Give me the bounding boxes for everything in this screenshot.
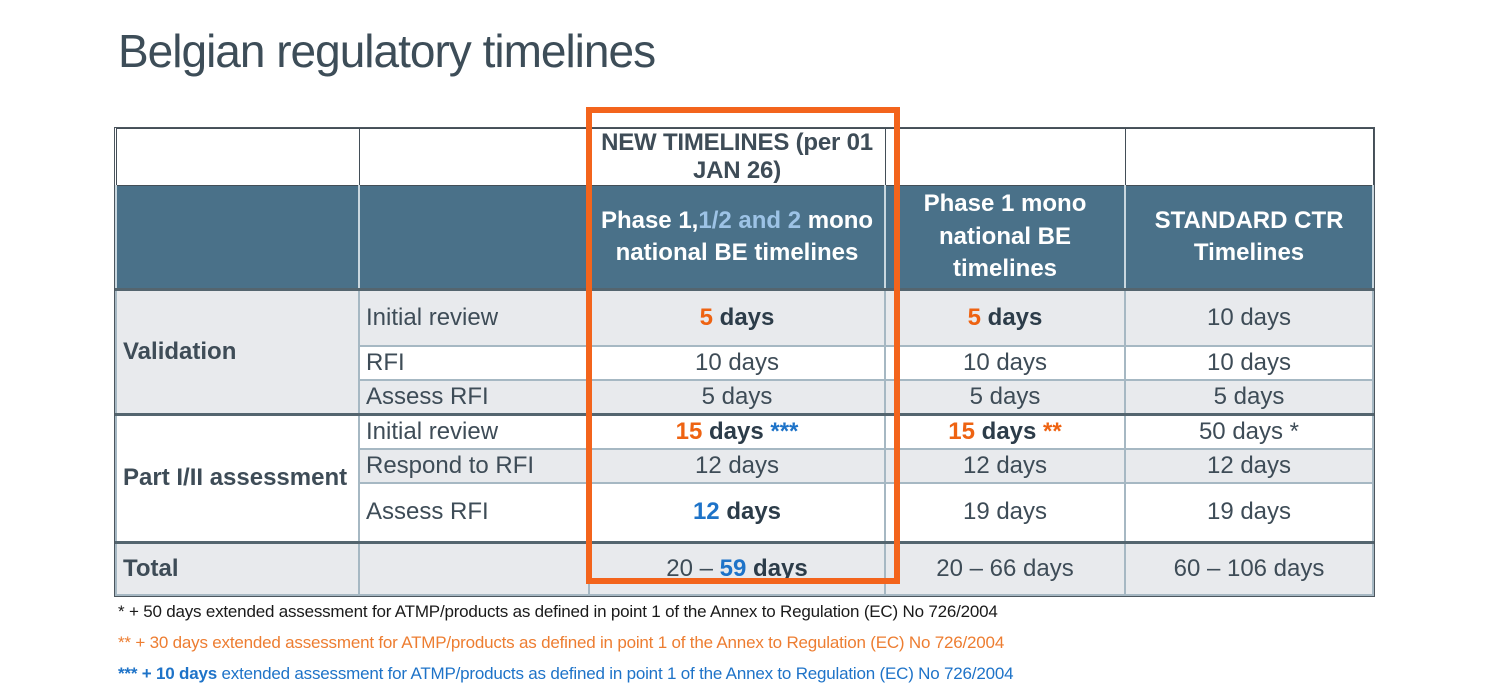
col-header-standard-ctr: STANDARD CTR Timelines [1124, 185, 1374, 291]
step-label-assess-rfi: Assess RFI [358, 378, 590, 415]
column-header-row: Phase 1,1/2 and 2 mono national BE timel… [115, 185, 1374, 291]
cell-validation-rfi-mono: 10 days [884, 344, 1126, 381]
cell-part-initial-std: 50 days * [1124, 412, 1374, 450]
page-title: Belgian regulatory timelines [118, 25, 656, 77]
cell-validation-assess-std: 5 days [1124, 378, 1374, 415]
row-part-initial-review: Part I/II assessment Initial review 15 d… [115, 412, 1374, 544]
cell-part-assess-mono: 19 days [884, 481, 1126, 544]
footnote-standard-ctr: * + 50 days extended assessment for ATMP… [118, 602, 998, 621]
row-validation-initial-review: Validation Initial review 5 days 5 days … [115, 288, 1374, 415]
group-label-validation: Validation [115, 288, 360, 415]
row-validation-assess-rfi: Assess RFI 5 days 5 days 5 days [116, 378, 1374, 415]
banner-cell-empty [358, 128, 590, 186]
row-total: Total 20 – 59 days 20 – 66 days 60 – 106… [115, 541, 1374, 596]
cell-validation-assess-mono: 5 days [884, 378, 1126, 415]
header-text-white: mono national BE timelines [615, 206, 874, 266]
header-cell-empty [115, 185, 360, 291]
group-label-total: Total [115, 541, 360, 596]
cell-part-initial-mono: 15 days ** [884, 412, 1126, 450]
step-label-initial-review: Initial review [358, 412, 590, 450]
timelines-table-wrap: NEW TIMELINES (per 01 JAN 26) Phase 1,1/… [115, 128, 1374, 596]
cell-total-empty [358, 541, 590, 596]
header-text-lightblue: 1/2 and 2 [698, 206, 802, 234]
timelines-table: NEW TIMELINES (per 01 JAN 26) Phase 1,1/… [115, 128, 1374, 596]
footnote-new-timelines: *** + 10 days extended assessment for AT… [118, 664, 1014, 683]
cell-part-assess-std: 19 days [1124, 481, 1374, 544]
banner-cell-empty [115, 128, 360, 186]
step-label-rfi: RFI [358, 344, 590, 381]
header-cell-empty [358, 185, 590, 291]
footnote-phase1-mono: ** + 30 days extended assessment for ATM… [118, 633, 1005, 652]
row-part-respond-rfi: Respond to RFI 12 days 12 days 12 days [116, 447, 1374, 484]
cell-part-respond-mono: 12 days [884, 447, 1126, 484]
step-label-respond-to-rfi: Respond to RFI [358, 447, 590, 484]
col-header-phase1-12-2-mono-be: Phase 1,1/2 and 2 mono national BE timel… [588, 185, 886, 291]
cell-total-std: 60 – 106 days [1124, 541, 1374, 596]
cell-validation-rfi-new: 10 days [588, 344, 886, 381]
banner-cell-empty [1124, 128, 1374, 186]
cell-validation-initial-new: 5 days [588, 288, 886, 347]
cell-part-assess-new: 12 days [588, 481, 886, 544]
row-validation-rfi: RFI 10 days 10 days 10 days [116, 344, 1374, 381]
col-header-phase1-mono-be: Phase 1 mono national BE timelines [884, 185, 1126, 291]
cell-total-mono: 20 – 66 days [884, 541, 1126, 596]
cell-part-initial-new: 15 days *** [588, 412, 886, 450]
new-timelines-banner: NEW TIMELINES (per 01 JAN 26) [588, 128, 886, 186]
cell-validation-rfi-std: 10 days [1124, 344, 1374, 381]
step-label-initial-review: Initial review [358, 288, 590, 347]
cell-validation-initial-mono: 5 days [884, 288, 1126, 347]
footnotes: * + 50 days extended assessment for ATMP… [118, 602, 1014, 695]
header-text-white: Phase 1, [600, 206, 699, 234]
step-label-assess-rfi: Assess RFI [358, 481, 590, 544]
row-part-assess-rfi: Assess RFI 12 days 19 days 19 days [116, 481, 1374, 544]
group-label-part-assessment: Part I/II assessment [115, 412, 360, 544]
banner-row: NEW TIMELINES (per 01 JAN 26) [115, 128, 1374, 186]
cell-validation-initial-std: 10 days [1124, 288, 1374, 347]
cell-part-respond-new: 12 days [588, 447, 886, 484]
cell-total-new: 20 – 59 days [588, 541, 886, 596]
cell-validation-assess-new: 5 days [588, 378, 886, 415]
cell-part-respond-std: 12 days [1124, 447, 1374, 484]
banner-cell-empty [884, 128, 1126, 186]
